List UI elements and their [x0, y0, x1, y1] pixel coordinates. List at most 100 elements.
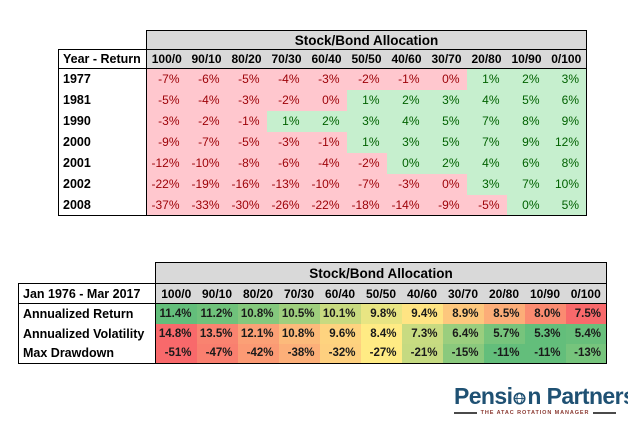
table-cell: 6.4%	[442, 323, 484, 344]
column-header: 20/80	[466, 49, 507, 69]
table-cell: -4%	[266, 68, 307, 90]
table-cell: -30%	[226, 194, 267, 216]
table-row: 2008 -37% -33% -30% -26% -22% -18% -14% -9% -5% 0%…	[58, 194, 587, 216]
table-cell: -4%	[306, 152, 347, 174]
table-cell: -1%	[386, 68, 427, 90]
table-cell: 3%	[386, 131, 427, 153]
table-cell: 1%	[346, 131, 387, 153]
table-cell: -18%	[346, 194, 387, 216]
table-cell: 12%	[546, 131, 587, 153]
table-cell: 10.1%	[319, 303, 361, 324]
row-label: 1990	[58, 110, 147, 132]
table-row: Max Drawdown -51% -47% -42% -38% -32% -27% -21%…	[18, 343, 607, 364]
column-header: 40/60	[386, 49, 427, 69]
tagline-rule-right	[593, 412, 617, 414]
table-cell: 7%	[506, 173, 547, 195]
column-header: 100/0	[146, 49, 187, 69]
table-cell: -12%	[146, 152, 187, 174]
table-row: 1977 -7% -6% -5% -4% -3% -2% -1% 0% 1% 2% 3%	[58, 68, 587, 90]
table-cell: -10%	[186, 152, 227, 174]
table-cell: 3%	[426, 89, 467, 111]
table-cell: -11%	[483, 343, 525, 364]
column-header: 40/60	[401, 283, 443, 304]
table-cell: 8.5%	[483, 303, 525, 324]
table-cell: 5%	[546, 194, 587, 216]
table-cell: 4%	[466, 152, 507, 174]
table-cell: -1%	[306, 131, 347, 153]
table-cell: 4%	[386, 110, 427, 132]
table-row: 1981 -5% -4% -3% -2% 0% 1% 2% 3% 4% 5% 6%	[58, 89, 587, 111]
table-cell: 5%	[426, 110, 467, 132]
column-header: 100/0	[155, 283, 197, 304]
table-cell: 5.7%	[483, 323, 525, 344]
column-header: 50/50	[346, 49, 387, 69]
table-cell: 8%	[506, 110, 547, 132]
table-cell: 11.2%	[196, 303, 238, 324]
brand-name-part2: n Partners	[527, 383, 628, 409]
table-cell: -4%	[186, 89, 227, 111]
row-label: Annualized Volatility	[18, 323, 156, 344]
table-cell: 10%	[546, 173, 587, 195]
table-cell: -8%	[226, 152, 267, 174]
table-cell: 2%	[506, 68, 547, 90]
column-header: 80/20	[226, 49, 267, 69]
table-row: 2002 -22% -19% -16% -13% -10% -7% -3% 0% 3% 7% 10%	[58, 173, 587, 195]
row-label: 2008	[58, 194, 147, 216]
column-header: 30/70	[426, 49, 467, 69]
table-cell: 9.6%	[319, 323, 361, 344]
tagline-rule-left	[454, 412, 477, 414]
table-cell: -26%	[266, 194, 307, 216]
table-cell: -33%	[186, 194, 227, 216]
column-header: 50/50	[360, 283, 402, 304]
table-cell: 5%	[426, 131, 467, 153]
table-cell: -22%	[306, 194, 347, 216]
table-cell: 2%	[426, 152, 467, 174]
table-cell: -7%	[186, 131, 227, 153]
table-cell: 10.8%	[237, 303, 279, 324]
row-label: 1981	[58, 89, 147, 111]
table-cell: -5%	[466, 194, 507, 216]
table-cell: -15%	[442, 343, 484, 364]
table-cell: 0%	[426, 68, 467, 90]
table-cell: -2%	[346, 152, 387, 174]
table-cell: -47%	[196, 343, 238, 364]
column-header: 90/10	[186, 49, 227, 69]
table-cell: -3%	[146, 110, 187, 132]
table-cell: 3%	[346, 110, 387, 132]
table-cell: 7%	[466, 131, 507, 153]
table-cell: 2%	[306, 110, 347, 132]
table-cell: -38%	[278, 343, 320, 364]
column-header: 70/30	[266, 49, 307, 69]
table-cell: -13%	[565, 343, 607, 364]
table-cell: 10.8%	[278, 323, 320, 344]
table-cell: 1%	[266, 110, 307, 132]
table-row: Annualized Return 11.4% 11.2% 10.8% 10.5% 10.…	[18, 303, 607, 324]
globe-icon	[512, 383, 527, 409]
table-cell: 8.9%	[442, 303, 484, 324]
table-cell: 1%	[346, 89, 387, 111]
table-cell: -6%	[186, 68, 227, 90]
table-title: Stock/Bond Allocation	[146, 30, 587, 50]
table-cell: 9%	[506, 131, 547, 153]
table-cell: -3%	[386, 173, 427, 195]
table-cell: 0%	[426, 173, 467, 195]
table-cell: 8.4%	[360, 323, 402, 344]
table-cell: 9%	[546, 110, 587, 132]
table-cell: 6%	[546, 89, 587, 111]
row-label: 1977	[58, 68, 147, 90]
column-header: 60/40	[306, 49, 347, 69]
table-row: 2001 -12% -10% -8% -6% -4% -2% 0% 2% 4% 6% 8%	[58, 152, 587, 174]
table-cell: 0%	[386, 152, 427, 174]
column-header: 70/30	[278, 283, 320, 304]
table-cell: -22%	[146, 173, 187, 195]
brand-name-part1: Pensi	[454, 383, 513, 409]
table-cell: -2%	[186, 110, 227, 132]
table-cell: 0%	[306, 89, 347, 111]
corner-label: Jan 1976 - Mar 2017	[18, 283, 156, 304]
table-cell: -14%	[386, 194, 427, 216]
table-cell: -3%	[306, 68, 347, 90]
row-label: 2002	[58, 173, 147, 195]
table-cell: 0%	[506, 194, 547, 216]
column-header: 0/100	[565, 283, 607, 304]
pension-partners-logo: Pensi n Partners THE ATAC ROTATION MANAGE…	[454, 383, 628, 416]
